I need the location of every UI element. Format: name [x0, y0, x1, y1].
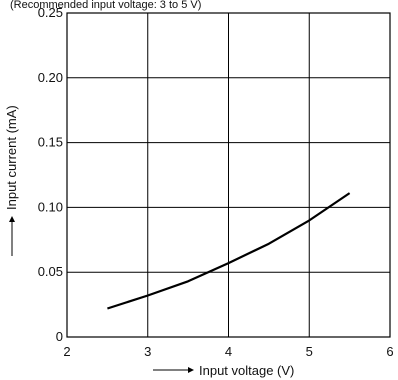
y-tick-label: 0.20 — [38, 70, 63, 85]
x-tick-label: 4 — [225, 344, 232, 359]
series-group — [107, 192, 351, 310]
x-tick-label: 2 — [63, 344, 70, 359]
y-tick-label: 0.25 — [38, 5, 63, 20]
series-line-0 — [107, 192, 351, 310]
y-tick-label: 0.10 — [38, 199, 63, 214]
x-tick-labels: 2 3 4 5 6 — [63, 344, 393, 359]
y-tick-label: 0.05 — [38, 264, 63, 279]
chart-top-note: (Recommended input voltage: 3 to 5 V) — [10, 0, 201, 11]
x-tick-label: 3 — [144, 344, 151, 359]
y-axis-title-group: Input current (mA) — [4, 105, 19, 256]
y-tick-label: 0 — [56, 329, 63, 344]
y-tick-label: 0.15 — [38, 135, 63, 150]
x-tick-label: 5 — [306, 344, 313, 359]
y-tick-labels: 0 0.05 0.10 0.15 0.20 0.25 — [38, 5, 63, 344]
plot-frame — [66, 12, 391, 338]
grid-lines — [67, 13, 390, 337]
y-axis-title: Input current (mA) — [4, 105, 19, 210]
y-axis-arrow-head — [9, 216, 15, 222]
x-axis-title-group: Input voltage (V) — [153, 363, 294, 378]
x-axis-title: Input voltage (V) — [199, 363, 294, 378]
x-tick-label: 6 — [386, 344, 393, 359]
x-axis-arrow-head — [188, 367, 194, 373]
